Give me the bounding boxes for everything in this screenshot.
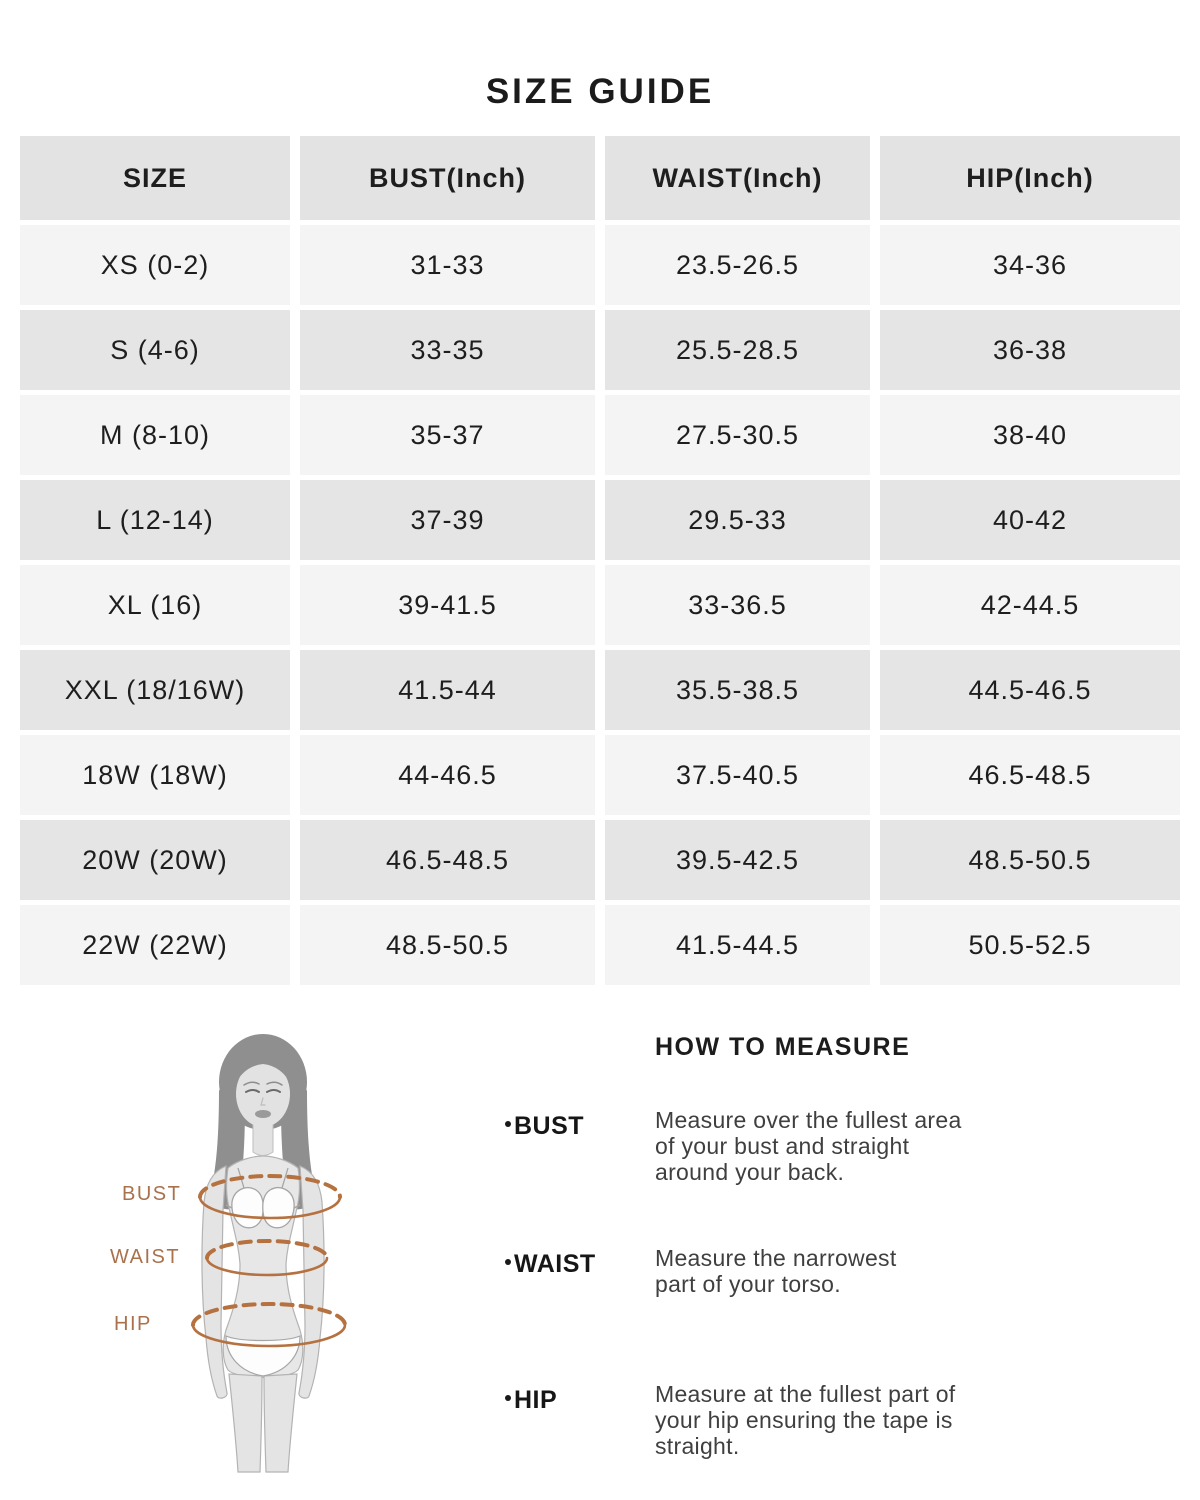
size-cell: L (12-14) bbox=[20, 480, 290, 560]
size-cell: XXL (18/16W) bbox=[20, 650, 290, 730]
measurement-cell: 50.5-52.5 bbox=[880, 905, 1180, 985]
measurement-cell: 46.5-48.5 bbox=[880, 735, 1180, 815]
measure-item-hip: HIP Measure at the fullest part of your … bbox=[505, 1381, 1085, 1459]
size-cell: 18W (18W) bbox=[20, 735, 290, 815]
measurement-cell: 29.5-33 bbox=[605, 480, 870, 560]
figure-label-bust: BUST bbox=[122, 1183, 182, 1205]
measurement-cell: 39-41.5 bbox=[300, 565, 595, 645]
measurement-cell: 42-44.5 bbox=[880, 565, 1180, 645]
measurement-cell: 44.5-46.5 bbox=[880, 650, 1180, 730]
column-header: BUST(Inch) bbox=[300, 136, 595, 220]
table-row: XS (0-2) 31-33 23.5-26.5 34-36 bbox=[20, 225, 1180, 305]
face-features bbox=[243, 1081, 283, 1106]
bullet-dot-icon bbox=[505, 1259, 511, 1265]
measurement-cell: 36-38 bbox=[880, 310, 1180, 390]
measurement-cell: 33-35 bbox=[300, 310, 595, 390]
table-row: XL (16) 39-41.5 33-36.5 42-44.5 bbox=[20, 565, 1180, 645]
size-table: SIZE BUST(Inch) WAIST(Inch) HIP(Inch) XS (0… bbox=[10, 131, 1190, 990]
measure-term: WAIST bbox=[505, 1246, 655, 1279]
measurement-cell: 35.5-38.5 bbox=[605, 650, 870, 730]
measurement-cell: 41.5-44.5 bbox=[605, 905, 870, 985]
bullet-dot-icon bbox=[505, 1121, 511, 1127]
size-cell: S (4-6) bbox=[20, 310, 290, 390]
measure-description: Measure the narrowest part of your torso… bbox=[655, 1245, 897, 1297]
measurement-ellipses bbox=[191, 1174, 347, 1348]
table-row: M (8-10) 35-37 27.5-30.5 38-40 bbox=[20, 395, 1180, 475]
measurement-cell: 48.5-50.5 bbox=[300, 905, 595, 985]
measurement-cell: 41.5-44 bbox=[300, 650, 595, 730]
measurement-cell: 33-36.5 bbox=[605, 565, 870, 645]
bust-ellipse bbox=[198, 1195, 342, 1220]
measurement-cell: 31-33 bbox=[300, 225, 595, 305]
body-figure-illustration bbox=[170, 1020, 460, 1480]
measurement-cell: 48.5-50.5 bbox=[880, 820, 1180, 900]
figure-label-waist: WAIST bbox=[110, 1246, 181, 1268]
legs-shape bbox=[228, 1373, 298, 1473]
measurement-cell: 46.5-48.5 bbox=[300, 820, 595, 900]
waist-ellipse-dashed bbox=[205, 1239, 329, 1260]
hair-fringe bbox=[234, 1050, 292, 1086]
table-row: 22W (22W) 48.5-50.5 41.5-44.5 50.5-52.5 bbox=[20, 905, 1180, 985]
measure-item-waist: WAIST Measure the narrowest part of your… bbox=[505, 1245, 1085, 1298]
table-row: 20W (20W) 46.5-48.5 39.5-42.5 48.5-50.5 bbox=[20, 820, 1180, 900]
measurement-cell: 39.5-42.5 bbox=[605, 820, 870, 900]
column-header: SIZE bbox=[20, 136, 290, 220]
size-table-header-row: SIZE BUST(Inch) WAIST(Inch) HIP(Inch) bbox=[20, 136, 1180, 220]
measure-description: Measure over the fullest area of your bu… bbox=[655, 1107, 962, 1185]
page-title: SIZE GUIDE bbox=[485, 72, 715, 111]
bullet-dot-icon bbox=[505, 1395, 511, 1401]
figure-label-hip: HIP bbox=[114, 1313, 152, 1335]
hip-ellipse-dashed bbox=[191, 1302, 347, 1327]
woman-figure-drawing bbox=[191, 1034, 347, 1473]
table-row: 18W (18W) 44-46.5 37.5-40.5 46.5-48.5 bbox=[20, 735, 1180, 815]
measurement-cell: 44-46.5 bbox=[300, 735, 595, 815]
table-row: L (12-14) 37-39 29.5-33 40-42 bbox=[20, 480, 1180, 560]
measurement-cell: 40-42 bbox=[880, 480, 1180, 560]
size-cell: XL (16) bbox=[20, 565, 290, 645]
measure-term: BUST bbox=[505, 1108, 655, 1141]
size-cell: 20W (20W) bbox=[20, 820, 290, 900]
lips-shape bbox=[255, 1110, 271, 1118]
table-row: XXL (18/16W) 41.5-44 35.5-38.5 44.5-46.5 bbox=[20, 650, 1180, 730]
waist-ellipse bbox=[205, 1256, 329, 1277]
measurement-cell: 34-36 bbox=[880, 225, 1180, 305]
table-row: S (4-6) 33-35 25.5-28.5 36-38 bbox=[20, 310, 1180, 390]
measurement-cell: 38-40 bbox=[880, 395, 1180, 475]
size-cell: XS (0-2) bbox=[20, 225, 290, 305]
column-header: HIP(Inch) bbox=[880, 136, 1180, 220]
hip-ellipse bbox=[191, 1323, 347, 1348]
measure-item-bust: BUST Measure over the fullest area of yo… bbox=[505, 1107, 1085, 1185]
measure-term-label: WAIST bbox=[514, 1250, 596, 1278]
size-cell: M (8-10) bbox=[20, 395, 290, 475]
measurement-cell: 27.5-30.5 bbox=[605, 395, 870, 475]
measurement-cell: 23.5-26.5 bbox=[605, 225, 870, 305]
measurement-cell: 37-39 bbox=[300, 480, 595, 560]
column-header: WAIST(Inch) bbox=[605, 136, 870, 220]
bust-ellipse-dashed bbox=[198, 1174, 342, 1199]
measurement-cell: 35-37 bbox=[300, 395, 595, 475]
measure-term-label: HIP bbox=[514, 1386, 558, 1414]
size-table-body: XS (0-2) 31-33 23.5-26.5 34-36 S (4-6) 33-35 2… bbox=[20, 225, 1180, 985]
measure-term-label: BUST bbox=[514, 1112, 585, 1140]
measure-term: HIP bbox=[505, 1382, 655, 1415]
how-to-measure-heading: HOW TO MEASURE bbox=[655, 1033, 911, 1061]
face-shape bbox=[236, 1061, 290, 1127]
size-cell: 22W (22W) bbox=[20, 905, 290, 985]
measure-description: Measure at the fullest part of your hip … bbox=[655, 1381, 956, 1459]
measurement-cell: 37.5-40.5 bbox=[605, 735, 870, 815]
measurement-cell: 25.5-28.5 bbox=[605, 310, 870, 390]
